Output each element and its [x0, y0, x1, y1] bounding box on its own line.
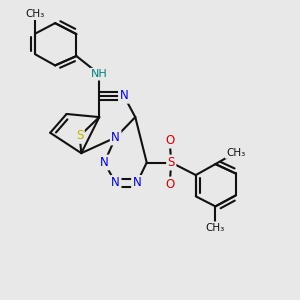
- Text: S: S: [168, 156, 175, 169]
- Text: O: O: [165, 178, 174, 191]
- Text: S: S: [76, 129, 83, 142]
- Text: N: N: [133, 176, 141, 189]
- Text: CH₃: CH₃: [226, 148, 245, 158]
- Text: N: N: [119, 89, 128, 102]
- Text: O: O: [165, 134, 174, 147]
- Text: N: N: [111, 176, 120, 189]
- Text: NH: NH: [91, 69, 108, 79]
- Text: CH₃: CH₃: [26, 9, 45, 19]
- Text: N: N: [111, 131, 120, 144]
- Text: CH₃: CH₃: [206, 223, 225, 233]
- Text: N: N: [100, 156, 109, 169]
